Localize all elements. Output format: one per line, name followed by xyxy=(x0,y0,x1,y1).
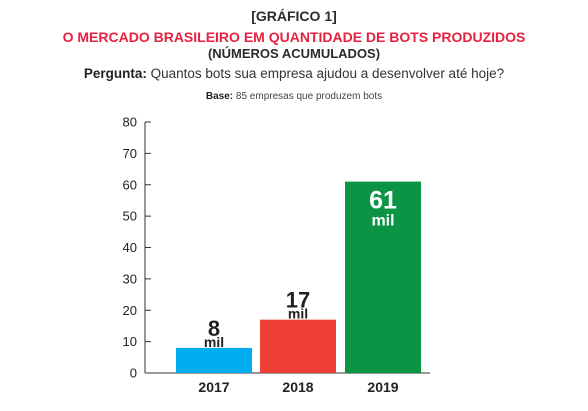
data-label-value: 17 xyxy=(286,288,310,313)
chart-title: O MERCADO BRASILEIRO EM QUANTIDADE DE BO… xyxy=(62,29,526,45)
x-tick-label: 2019 xyxy=(367,379,398,395)
survey-question: Pergunta: Quantos bots sua empresa ajudo… xyxy=(0,66,588,81)
bar-2017 xyxy=(176,347,252,373)
y-tick-label: 10 xyxy=(123,334,137,349)
sample-base: Base: 85 empresas que produzem bots xyxy=(0,91,588,102)
base-text: 85 empresas que produzem bots xyxy=(233,91,383,102)
y-tick-label: 0 xyxy=(130,366,137,381)
y-tick-label: 20 xyxy=(123,303,137,318)
data-label-value: 8 xyxy=(208,316,220,341)
bar-2018 xyxy=(260,319,336,373)
y-tick-label: 60 xyxy=(123,177,137,192)
y-tick-label: 80 xyxy=(123,115,137,130)
y-tick-label: 30 xyxy=(123,271,137,286)
base-label: Base: xyxy=(205,91,234,102)
data-label-unit: mil xyxy=(204,334,224,350)
data-label-value: 61 xyxy=(369,187,397,215)
data-label-unit: mil xyxy=(371,213,394,230)
data-label-unit: mil xyxy=(288,306,308,322)
bar-2019 xyxy=(345,181,421,373)
question-text: Quantos bots sua empresa ajudou a desenv… xyxy=(146,66,505,81)
chart-subtitle: (NÚMEROS ACUMULADOS) xyxy=(207,46,381,61)
y-tick-label: 50 xyxy=(123,209,137,224)
question-label: Pergunta: xyxy=(83,66,147,81)
x-tick-label: 2018 xyxy=(282,379,313,395)
y-tick-label: 70 xyxy=(123,146,137,161)
y-tick-label: 40 xyxy=(123,240,137,255)
figure-label: [GRÁFICO 1] xyxy=(251,8,337,24)
x-tick-label: 2017 xyxy=(198,379,229,395)
